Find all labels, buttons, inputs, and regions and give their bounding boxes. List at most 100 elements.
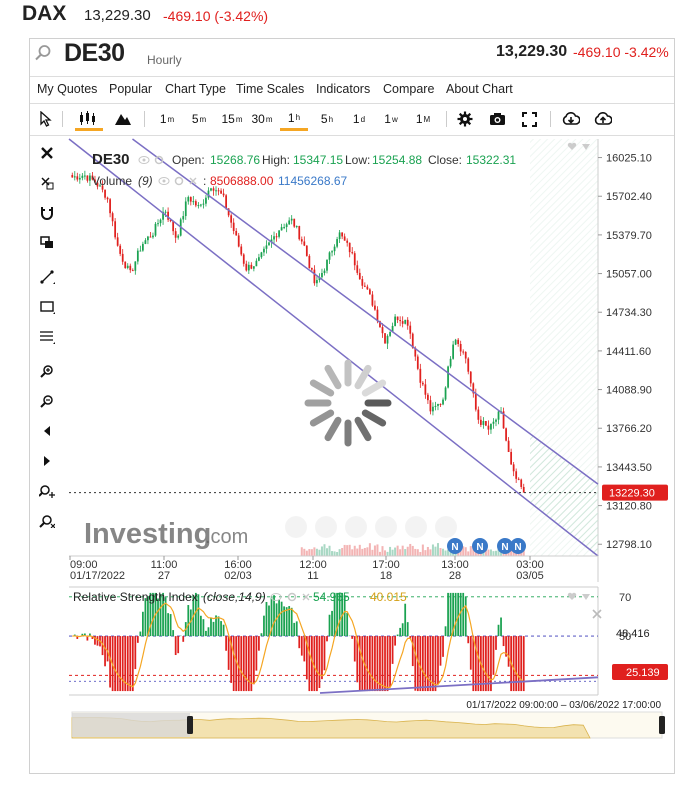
nav-zoom-in-icon[interactable] (315, 516, 337, 538)
nav-left-icon[interactable] (285, 516, 307, 538)
navigator-left-handle[interactable] (187, 716, 193, 734)
candle-body (416, 356, 419, 369)
camera-icon[interactable] (486, 107, 508, 131)
volume-eye-icon[interactable] (158, 177, 170, 185)
volume-bar (346, 545, 349, 556)
last-price-badge: 13229.30 (602, 484, 668, 501)
menu-chart-type[interactable]: Chart Type (165, 82, 226, 96)
volume-bar (328, 545, 331, 556)
candle-body (76, 176, 79, 180)
menu-popular[interactable]: Popular (109, 82, 153, 96)
volume-bar (462, 546, 465, 556)
candle-body (512, 464, 515, 472)
menu-indicators[interactable]: Indicators (316, 82, 371, 96)
rsi-eye-icon[interactable] (270, 593, 282, 601)
navigator-right-handle[interactable] (659, 716, 665, 734)
rsi-settings-icon[interactable] (287, 592, 297, 602)
price-tick-label: 15702.40 (606, 191, 652, 203)
fullscreen-icon[interactable] (518, 107, 540, 131)
fibonacci-icon[interactable] (36, 326, 58, 348)
tf-unit: m (265, 114, 273, 124)
nav-zoom-fit-icon[interactable] (405, 516, 427, 538)
chart-nav-controls[interactable] (285, 516, 457, 538)
candle-body (109, 199, 111, 214)
candle-body (316, 280, 318, 284)
legend-collapse-icon[interactable] (582, 144, 590, 150)
volume-bar (489, 549, 492, 556)
copy-icon[interactable] (36, 232, 58, 254)
upload-icon[interactable] (592, 107, 614, 131)
nav-right-icon[interactable] (435, 516, 457, 538)
menu-about-chart[interactable]: About Chart (446, 82, 513, 96)
menu-compare[interactable]: Compare (383, 82, 435, 96)
volume-bar (378, 551, 381, 556)
last-price-label: 13229.30 (609, 488, 655, 500)
cursor-icon[interactable] (38, 107, 54, 131)
candle-body (522, 486, 525, 493)
news-badge[interactable] (472, 538, 488, 554)
menu-time-scales[interactable]: Time Scales (236, 82, 305, 96)
candle-body (303, 241, 306, 246)
download-icon[interactable] (560, 107, 582, 131)
news-badge[interactable] (510, 538, 526, 554)
legend-volume-label: Volume (92, 174, 132, 188)
menu-my-quotes[interactable]: My Quotes (37, 82, 98, 96)
candle-body (283, 227, 286, 229)
candle-body (384, 333, 386, 344)
crosshair-zoom-icon[interactable] (36, 480, 58, 502)
gear-icon[interactable] (454, 107, 476, 131)
range-navigator[interactable]: 01/17/2022 09:00:00 – 03/06/2022 17:00:0… (71, 700, 665, 739)
timeframe-30m[interactable]: 30 m (248, 107, 276, 131)
tf-unit: M (423, 114, 431, 124)
candle-body (495, 419, 497, 422)
magnet-icon[interactable] (36, 202, 58, 224)
rsi-panel-close-icon[interactable] (592, 609, 602, 619)
news-badge[interactable] (497, 538, 513, 554)
volume-settings-icon[interactable] (174, 176, 184, 186)
close-icon[interactable] (36, 142, 58, 164)
nav-zoom-reset-icon[interactable] (375, 516, 397, 538)
zoom-out-icon[interactable] (36, 390, 58, 412)
rsi-collapse-icon[interactable] (582, 594, 590, 600)
reset-zoom-icon[interactable] (36, 510, 58, 532)
remove-drawings-icon[interactable] (36, 172, 58, 194)
legend-eye-icon[interactable] (138, 156, 150, 164)
scroll-left-icon[interactable] (36, 420, 58, 442)
rsi-heart-icon[interactable] (567, 592, 577, 600)
channel-line-lower[interactable] (68, 138, 599, 557)
scroll-right-icon[interactable] (36, 450, 58, 472)
volume-close-icon[interactable] (189, 177, 197, 185)
timeframe-15m[interactable]: 15 m (218, 107, 246, 131)
nav-zoom-out-icon[interactable] (345, 516, 367, 538)
legend-volume-value: 8506888.00 (210, 174, 274, 188)
search-icon[interactable] (34, 44, 52, 62)
candle-body (295, 226, 298, 228)
candle-body (454, 339, 457, 345)
news-badge[interactable] (447, 538, 463, 554)
news-badge-label: N (476, 542, 483, 553)
zoom-in-icon[interactable] (36, 360, 58, 382)
candle-body (326, 259, 328, 271)
tf-label: 30 (251, 112, 265, 126)
candlestick-chart-icon[interactable] (75, 107, 103, 131)
channel-line-upper[interactable] (132, 138, 599, 485)
rsi-close-icon[interactable] (302, 593, 310, 601)
volume-bar (356, 548, 359, 556)
legend-heart-icon[interactable] (567, 142, 577, 150)
candle-body (507, 440, 510, 453)
trendline-icon[interactable] (36, 266, 58, 288)
legend-settings-icon[interactable] (154, 155, 164, 165)
mountain-chart-icon[interactable] (112, 107, 134, 131)
news-badge-label: N (501, 542, 508, 553)
rectangle-icon[interactable] (36, 296, 58, 318)
candle-body (255, 260, 258, 267)
candle-body (111, 213, 114, 222)
